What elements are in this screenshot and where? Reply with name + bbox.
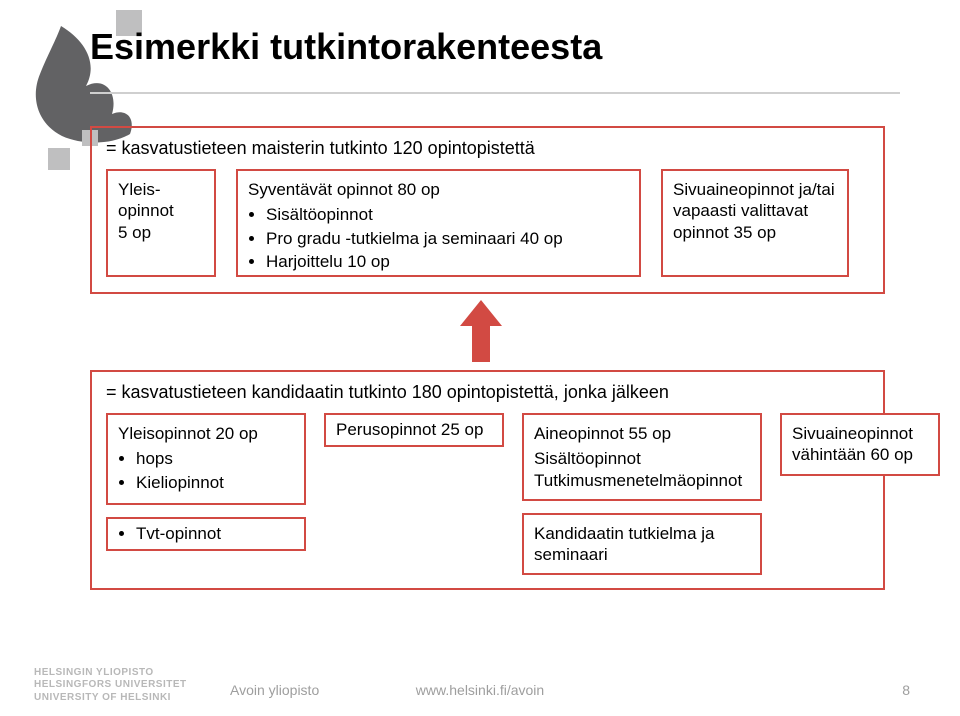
bachelors-row: Yleisopinnot 20 op hops Kieliopinnot Tvt… — [106, 413, 869, 575]
text: vapaasti valittavat — [673, 200, 837, 221]
bullet: Kieliopinnot — [136, 472, 294, 493]
bullet-list: hops Kieliopinnot — [118, 448, 294, 493]
col-2: Perusopinnot 25 op — [324, 413, 504, 575]
box-sivuaine-60: Sivuaineopinnot vähintään 60 op — [780, 413, 940, 476]
text: 5 op — [118, 222, 204, 243]
text: Perusopinnot 25 op — [336, 419, 483, 440]
text: vähintään 60 op — [792, 444, 928, 465]
box-yleisopinnot-5: Yleis- opinnot 5 op — [106, 169, 216, 277]
title-row: Esimerkki tutkintorakenteesta — [90, 26, 900, 68]
footer-left-text: Avoin yliopisto — [230, 682, 319, 698]
uni-line: HELSINGIN YLIOPISTO — [34, 667, 187, 680]
footer-url: www.helsinki.fi/avoin — [416, 682, 544, 698]
uni-line: HELSINGFORS UNIVERSITET — [34, 679, 187, 692]
col-4: Sivuaineopinnot vähintään 60 op — [780, 413, 940, 575]
slide-title: Esimerkki tutkintorakenteesta — [90, 26, 900, 68]
col-3: Aineopinnot 55 op Sisältöopinnot Tutkimu… — [522, 413, 762, 575]
bachelors-degree-group: = kasvatustieteen kandidaatin tutkinto 1… — [90, 370, 885, 590]
box-header: Yleisopinnot 20 op — [118, 423, 294, 444]
text: seminaari — [534, 544, 750, 565]
slide: Esimerkki tutkintorakenteesta = kasvatus… — [0, 0, 960, 716]
bullet-list: Sisältöopinnot Pro gradu -tutkielma ja s… — [248, 204, 629, 272]
text: opinnot 35 op — [673, 222, 837, 243]
masters-degree-group: = kasvatustieteen maisterin tutkinto 120… — [90, 126, 885, 294]
decorative-square — [48, 148, 70, 170]
bachelors-caption: = kasvatustieteen kandidaatin tutkinto 1… — [106, 382, 869, 403]
up-arrow-icon — [460, 300, 502, 362]
box-tvt-opinnot: Tvt-opinnot — [106, 517, 306, 551]
col-1: Yleisopinnot 20 op hops Kieliopinnot Tvt… — [106, 413, 306, 575]
uni-line: UNIVERSITY OF HELSINKI — [34, 692, 187, 705]
title-divider — [90, 92, 900, 94]
footer: HELSINGIN YLIOPISTO HELSINGFORS UNIVERSI… — [0, 660, 960, 716]
bullet: Tvt-opinnot — [136, 523, 221, 544]
footer-page-number: 8 — [902, 682, 910, 698]
bullet: hops — [136, 448, 294, 469]
box-header: Aineopinnot 55 op — [534, 423, 750, 444]
text: opinnot — [118, 200, 204, 221]
masters-caption: = kasvatustieteen maisterin tutkinto 120… — [106, 138, 869, 159]
text: Tutkimusmenetelmäopinnot — [534, 470, 750, 491]
box-aineopinnot-55: Aineopinnot 55 op Sisältöopinnot Tutkimu… — [522, 413, 762, 501]
box-header: Syventävät opinnot 80 op — [248, 179, 629, 200]
bullet: Harjoittelu 10 op — [266, 251, 629, 272]
text: Sisältöopinnot — [534, 448, 750, 469]
box-perusopinnot-25: Perusopinnot 25 op — [324, 413, 504, 447]
university-logo-text: HELSINGIN YLIOPISTO HELSINGFORS UNIVERSI… — [34, 667, 187, 705]
text: Sivuaineopinnot ja/tai — [673, 179, 837, 200]
text: Sivuaineopinnot — [792, 423, 928, 444]
text: Kandidaatin tutkielma ja — [534, 523, 750, 544]
box-sivuaine-35: Sivuaineopinnot ja/tai vapaasti valittav… — [661, 169, 849, 277]
box-syventavat-80: Syventävät opinnot 80 op Sisältöopinnot … — [236, 169, 641, 277]
box-yleisopinnot-20: Yleisopinnot 20 op hops Kieliopinnot — [106, 413, 306, 505]
box-kandi-tutkielma: Kandidaatin tutkielma ja seminaari — [522, 513, 762, 576]
text: Yleis- — [118, 179, 204, 200]
bullet: Pro gradu -tutkielma ja seminaari 40 op — [266, 228, 629, 249]
masters-row: Yleis- opinnot 5 op Syventävät opinnot 8… — [106, 169, 869, 277]
bullet-list: Tvt-opinnot — [118, 521, 221, 546]
bullet: Sisältöopinnot — [266, 204, 629, 225]
